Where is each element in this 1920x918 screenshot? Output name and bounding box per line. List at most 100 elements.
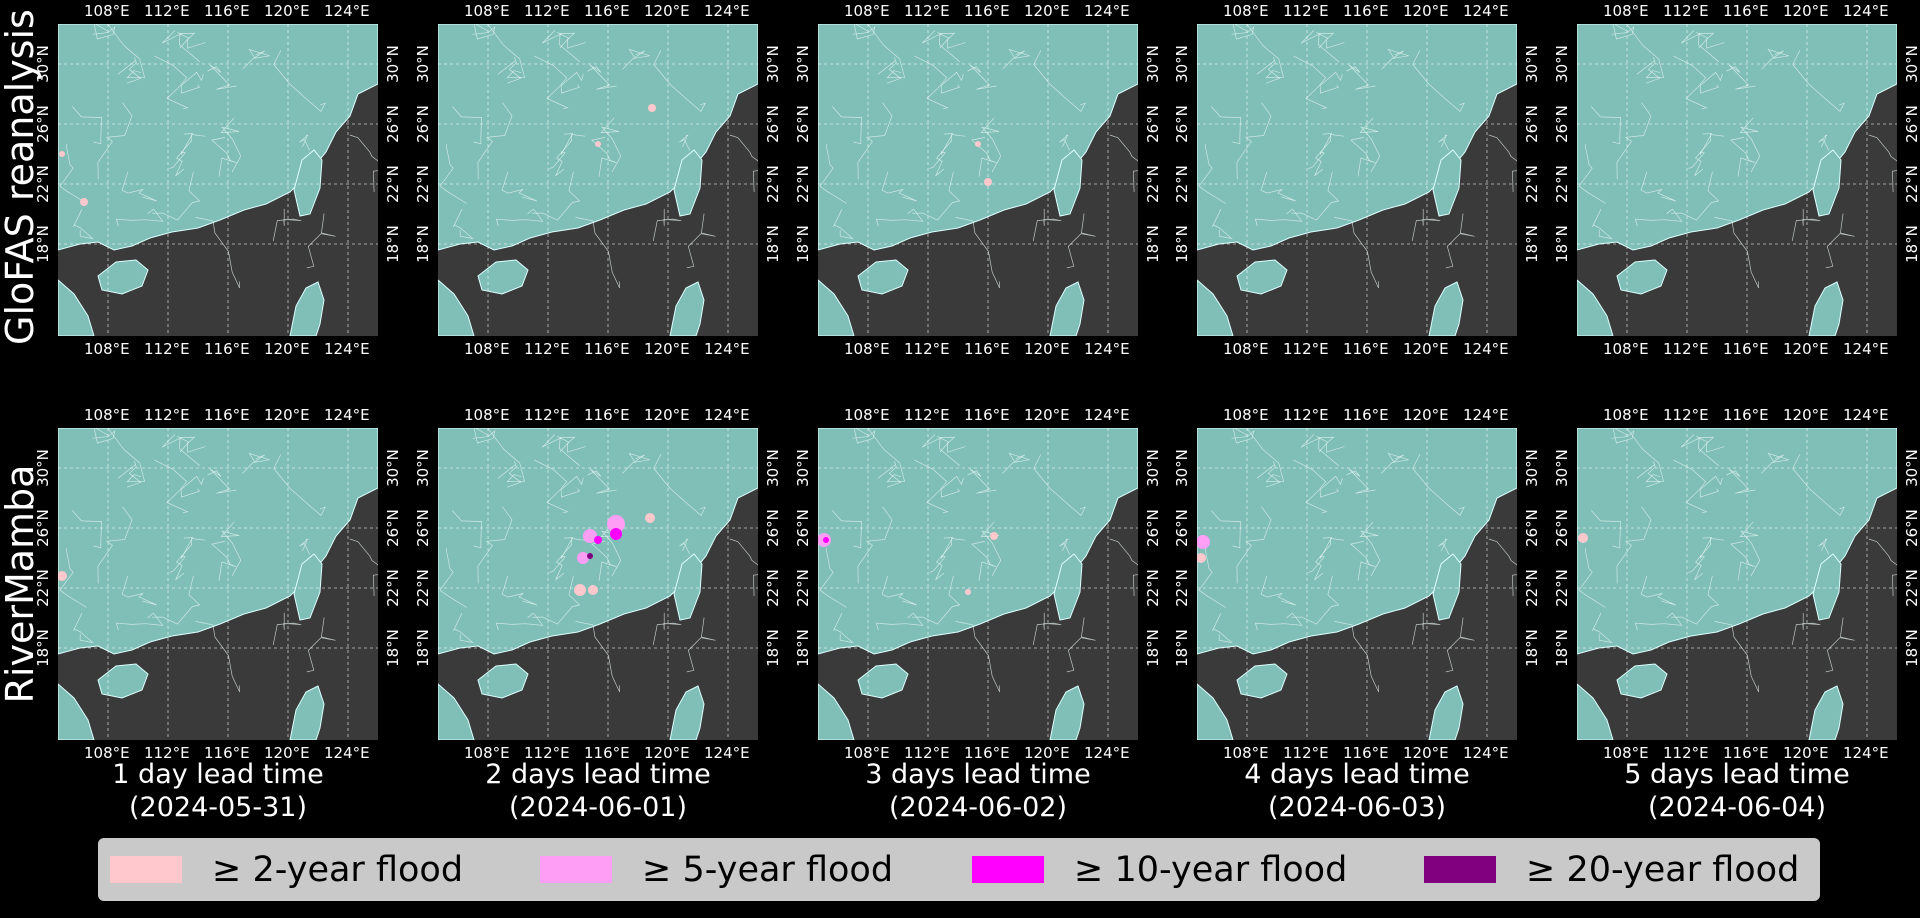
river-line: [1254, 612, 1303, 631]
river-line: [195, 621, 240, 693]
lat-tick-label: 22°N: [764, 165, 782, 203]
lat-tick-label: 18°N: [1523, 629, 1541, 667]
lon-tick-label: 112°E: [1663, 744, 1709, 762]
river-line: [1033, 50, 1086, 112]
landmass: [97, 663, 149, 699]
river-line: [1739, 117, 1761, 173]
river-line: [487, 428, 526, 483]
lon-tick-label: 120°E: [644, 340, 690, 358]
landmass: [1812, 553, 1842, 621]
river-line: [1032, 208, 1062, 241]
river-line: [1109, 538, 1138, 597]
lon-tick-label: 112°E: [904, 2, 950, 20]
river-line: [971, 137, 997, 177]
river-line: [1592, 613, 1613, 644]
lat-tick-label: 22°N: [1173, 569, 1191, 607]
legend-swatch: [540, 856, 612, 883]
lat-tick-label: 18°N: [794, 225, 812, 263]
lat-tick-label: 26°N: [414, 509, 432, 547]
river-line: [1761, 48, 1789, 70]
river-line: [833, 613, 854, 644]
river-line: [107, 428, 146, 483]
lon-tick-label: 112°E: [1283, 2, 1329, 20]
lat-tick-label: 30°N: [794, 45, 812, 83]
flood-patch: [587, 553, 593, 559]
river-line: [940, 71, 964, 94]
river-line: [349, 134, 378, 193]
lon-tick-label: 116°E: [1343, 406, 1389, 424]
river-line: [1791, 612, 1821, 645]
map-panel: [438, 24, 758, 336]
river-line: [1868, 134, 1897, 193]
river-line: [591, 541, 617, 581]
lat-tick-label: 30°N: [1173, 449, 1191, 487]
river-line: [273, 50, 326, 112]
river-line: [559, 436, 586, 467]
river-line: [729, 134, 758, 193]
river-line: [929, 133, 954, 169]
lat-tick-label: 22°N: [1523, 569, 1541, 607]
river-line: [559, 32, 586, 63]
lon-tick-label: 120°E: [1783, 340, 1829, 358]
map-panel: [58, 428, 378, 740]
landmass: [293, 149, 323, 217]
lon-tick-label: 120°E: [1783, 406, 1829, 424]
lon-tick-label: 120°E: [1024, 2, 1070, 20]
river-line: [306, 213, 336, 269]
lat-tick-label: 22°N: [384, 165, 402, 203]
river-line: [180, 71, 204, 94]
river-line: [1791, 208, 1821, 241]
lat-tick-label: 18°N: [34, 629, 52, 667]
river-line: [532, 171, 581, 221]
landmass: [673, 553, 703, 621]
lat-tick-label: 18°N: [414, 225, 432, 263]
river-line: [1033, 454, 1086, 516]
lon-tick-label: 112°E: [144, 744, 190, 762]
lat-tick-label: 18°N: [764, 225, 782, 263]
lon-tick-label: 112°E: [904, 744, 950, 762]
river-line: [1626, 24, 1665, 79]
lat-tick-label: 18°N: [1903, 629, 1920, 667]
landmass: [1432, 149, 1462, 217]
lat-tick-label: 30°N: [1144, 45, 1162, 83]
lon-tick-label: 112°E: [904, 340, 950, 358]
lon-tick-label: 112°E: [524, 744, 570, 762]
lon-tick-label: 116°E: [584, 2, 630, 20]
river-line: [1319, 71, 1343, 94]
river-line: [652, 208, 682, 241]
river-line: [686, 213, 716, 269]
river-line: [575, 621, 620, 693]
river-line: [1616, 102, 1652, 180]
lon-tick-label: 120°E: [1403, 406, 1449, 424]
lon-tick-label: 116°E: [1343, 340, 1389, 358]
lat-tick-label: 26°N: [764, 509, 782, 547]
column-caption: 5 days lead time (2024-06-04): [1537, 758, 1920, 824]
river-line: [939, 32, 966, 63]
landmass: [1577, 24, 1897, 251]
lat-tick-label: 18°N: [1173, 225, 1191, 263]
river-line: [534, 459, 569, 514]
river-line: [97, 506, 133, 584]
river-line: [1688, 537, 1713, 573]
river-line: [1825, 617, 1855, 673]
river-line: [453, 613, 474, 644]
lat-tick-label: 18°N: [414, 629, 432, 667]
lat-tick-label: 30°N: [794, 449, 812, 487]
river-line: [1411, 208, 1441, 241]
river-line: [1792, 454, 1845, 516]
river-line: [501, 575, 537, 606]
lat-tick-label: 22°N: [414, 569, 432, 607]
landmass: [669, 281, 705, 336]
lon-tick-label: 108°E: [844, 406, 890, 424]
map-panel: [58, 24, 378, 336]
lat-tick-label: 30°N: [1173, 45, 1191, 83]
river-line: [980, 521, 1002, 577]
lon-tick-label: 116°E: [1343, 744, 1389, 762]
lon-tick-label: 108°E: [1603, 406, 1649, 424]
lon-tick-label: 120°E: [644, 744, 690, 762]
flood-patch: [610, 528, 622, 540]
landmass: [1428, 685, 1464, 740]
lon-tick-label: 116°E: [204, 744, 250, 762]
lat-tick-label: 18°N: [1144, 629, 1162, 667]
flood-patch: [588, 585, 598, 595]
